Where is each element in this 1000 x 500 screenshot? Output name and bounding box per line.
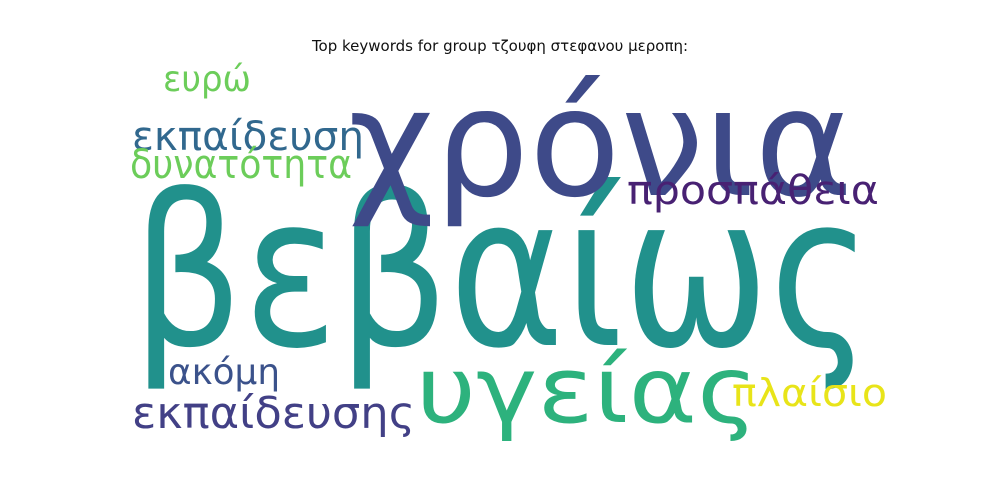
word-2: χρόνια (348, 57, 853, 231)
word-8: ακόμη (168, 352, 280, 393)
word-9: εκπαίδευσης (132, 388, 415, 439)
word-7: ευρώ (163, 59, 251, 100)
word-6: δυνατότητα (130, 142, 352, 188)
chart-title: Top keywords for group τζουφη στεφανου μ… (311, 37, 689, 55)
word-5: εκπαίδευση (132, 114, 364, 160)
word-4: προσπάθεια (627, 168, 879, 214)
word-1: βεβαίως (132, 150, 872, 395)
word-10: πλαίσιο (732, 371, 887, 415)
word-3: υγείας (416, 337, 758, 444)
